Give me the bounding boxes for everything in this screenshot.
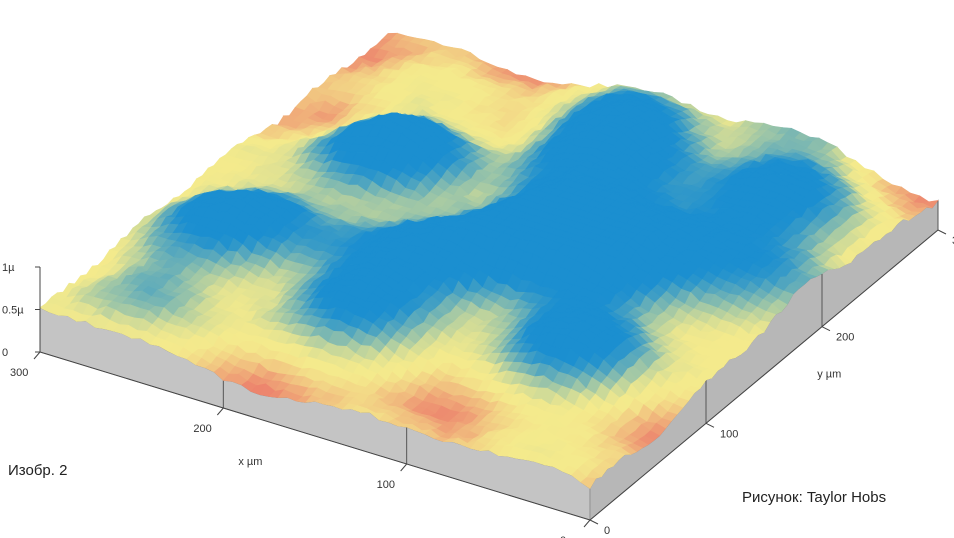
- x-axis-line: [39, 351, 591, 521]
- y-tick-label: 200: [836, 332, 854, 344]
- y-tick-label: 100: [720, 428, 738, 440]
- y-tick-mark: [705, 422, 715, 428]
- y-tick-mark: [589, 519, 599, 525]
- z-tick-label: 1µ: [2, 262, 15, 274]
- axes: 300 200 100 0 0 100 200 300 1µ 0.5µ 0 x µm y µm: [2, 229, 954, 538]
- y-tick-label: 300: [952, 235, 954, 247]
- x-axis-label: x µm: [238, 456, 262, 468]
- figure-number-caption: Изобр. 2: [8, 462, 68, 479]
- x-tick-label: 100: [377, 479, 395, 491]
- image-credit-caption: Рисунок: Taylor Hobs: [742, 489, 887, 506]
- y-tick-mark: [821, 326, 831, 332]
- y-axis-line: [589, 229, 939, 521]
- y-tick-label: 0: [604, 525, 610, 537]
- z-tick-label: 0.5µ: [2, 305, 24, 317]
- x-tick-mark: [400, 463, 408, 472]
- y-tick-mark: [937, 229, 947, 235]
- x-tick-mark: [583, 519, 591, 528]
- surface-mesh: [39, 32, 939, 489]
- x-tick-label: 200: [193, 423, 211, 435]
- x-tick-mark: [33, 351, 41, 360]
- z-tick-label: 0: [2, 347, 8, 359]
- y-axis-label: y µm: [817, 369, 841, 381]
- x-tick-label: 0: [560, 535, 566, 538]
- x-tick-label: 300: [10, 367, 28, 379]
- x-tick-mark: [216, 407, 224, 416]
